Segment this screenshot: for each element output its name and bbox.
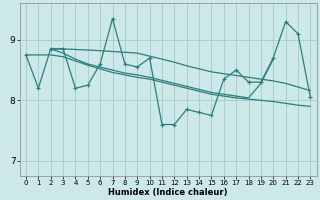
X-axis label: Humidex (Indice chaleur): Humidex (Indice chaleur) — [108, 188, 228, 197]
